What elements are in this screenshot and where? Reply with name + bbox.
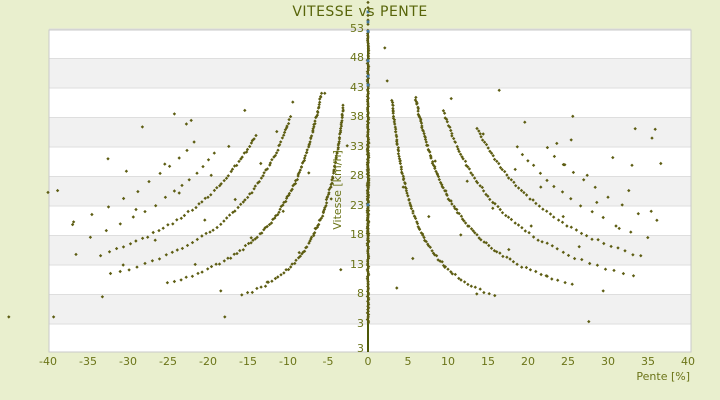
y-tick-label: 3: [357, 341, 364, 355]
y-tick-label: 3: [357, 316, 364, 330]
x-tick-label: -40: [39, 355, 57, 368]
x-tick-label: 40: [681, 355, 695, 368]
x-tick-label: -20: [199, 355, 217, 368]
y-tick-label: 23: [350, 198, 364, 212]
x-tick-label: 15: [481, 355, 495, 368]
y-tick-label: 38: [350, 110, 364, 124]
x-tick-label: -30: [119, 355, 137, 368]
y-tick-label: 43: [350, 80, 364, 94]
y-tick-label: 28: [350, 169, 364, 183]
x-tick-label: 35: [641, 355, 655, 368]
chart-title: VITESSE vs PENTE: [292, 4, 428, 20]
x-tick-label: -35: [79, 355, 97, 368]
x-tick-label: 20: [521, 355, 535, 368]
y-tick-label: 53: [350, 21, 364, 35]
x-tick-label: -15: [239, 355, 257, 368]
x-tick-label: -5: [322, 355, 334, 368]
y-axis-title: Vitesse [km/h]: [331, 150, 344, 230]
y-tick-label: 18: [350, 228, 364, 242]
y-tick-label: 33: [350, 139, 364, 153]
x-tick-label: 30: [601, 355, 615, 368]
y-tick-label: 8: [357, 287, 364, 301]
x-tick-label: -10: [279, 355, 297, 368]
x-tick-label: 10: [441, 355, 455, 368]
y-tick-label: 13: [350, 257, 364, 271]
x-tick-label: 25: [561, 355, 575, 368]
x-tick-label: -25: [159, 355, 177, 368]
x-tick-label: 0: [364, 355, 372, 368]
x-axis-title: Pente [%]: [636, 370, 690, 383]
x-tick-label: 5: [404, 355, 412, 368]
y-tick-label: 48: [350, 51, 364, 65]
